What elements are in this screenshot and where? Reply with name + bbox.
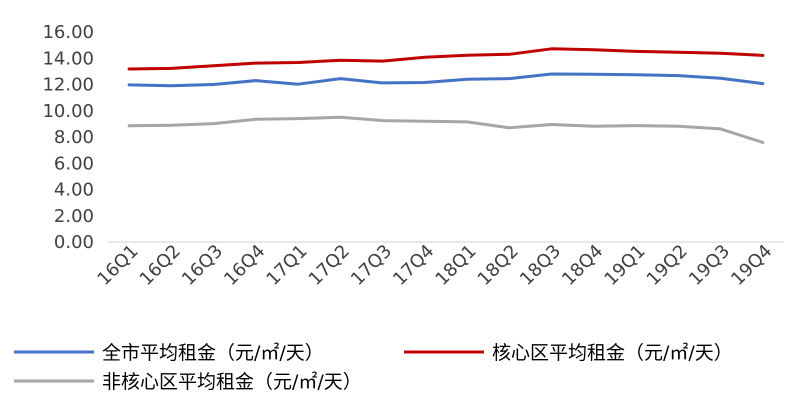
x-tick-label: 16Q4	[220, 241, 269, 290]
series-line-2	[127, 115, 765, 144]
y-tick-label: 2.00	[54, 206, 94, 227]
legend-label-1: 核心区平均租金（元/㎡/天）	[492, 341, 733, 364]
y-tick-label: 16.00	[42, 22, 94, 43]
plot-area	[127, 47, 765, 144]
series-line-1	[127, 47, 765, 71]
x-tick-label: 19Q3	[685, 241, 734, 290]
x-tick-label: 18Q1	[431, 241, 480, 290]
x-tick-label: 17Q3	[347, 241, 396, 290]
x-axis: 16Q116Q216Q316Q417Q117Q217Q317Q418Q118Q2…	[93, 241, 784, 290]
x-tick-label: 18Q4	[558, 241, 607, 290]
x-tick-label: 18Q3	[516, 241, 565, 290]
x-tick-label: 16Q1	[93, 241, 142, 290]
y-tick-label: 6.00	[54, 153, 94, 174]
x-tick-label: 19Q4	[727, 241, 776, 290]
y-tick-label: 8.00	[54, 127, 94, 148]
series-line-0	[127, 72, 765, 88]
y-tick-label: 12.00	[42, 75, 94, 96]
x-tick-label: 17Q4	[389, 241, 438, 290]
x-tick-label: 17Q1	[262, 241, 311, 290]
y-axis: 0.00 2.00 4.00 6.00 8.00 10.00 12.00 14.00 16.00	[42, 22, 94, 253]
y-tick-label: 14.00	[42, 48, 94, 69]
x-tick-label: 16Q2	[136, 241, 185, 290]
x-tick-label: 17Q2	[305, 241, 354, 290]
x-tick-label: 19Q2	[643, 241, 692, 290]
y-tick-label: 10.00	[42, 101, 94, 122]
x-tick-label: 19Q1	[600, 241, 649, 290]
y-tick-label: 0.00	[54, 232, 94, 253]
legend-label-2: 非核心区平均租金（元/㎡/天）	[102, 370, 362, 393]
y-tick-label: 4.00	[54, 180, 94, 201]
x-tick-label: 16Q3	[178, 241, 227, 290]
legend-label-0: 全市平均租金（元/㎡/天）	[102, 341, 324, 364]
x-tick-label: 18Q2	[474, 241, 523, 290]
legend: 全市平均租金（元/㎡/天） 核心区平均租金（元/㎡/天） 非核心区平均租金（元/㎡/…	[14, 341, 733, 393]
